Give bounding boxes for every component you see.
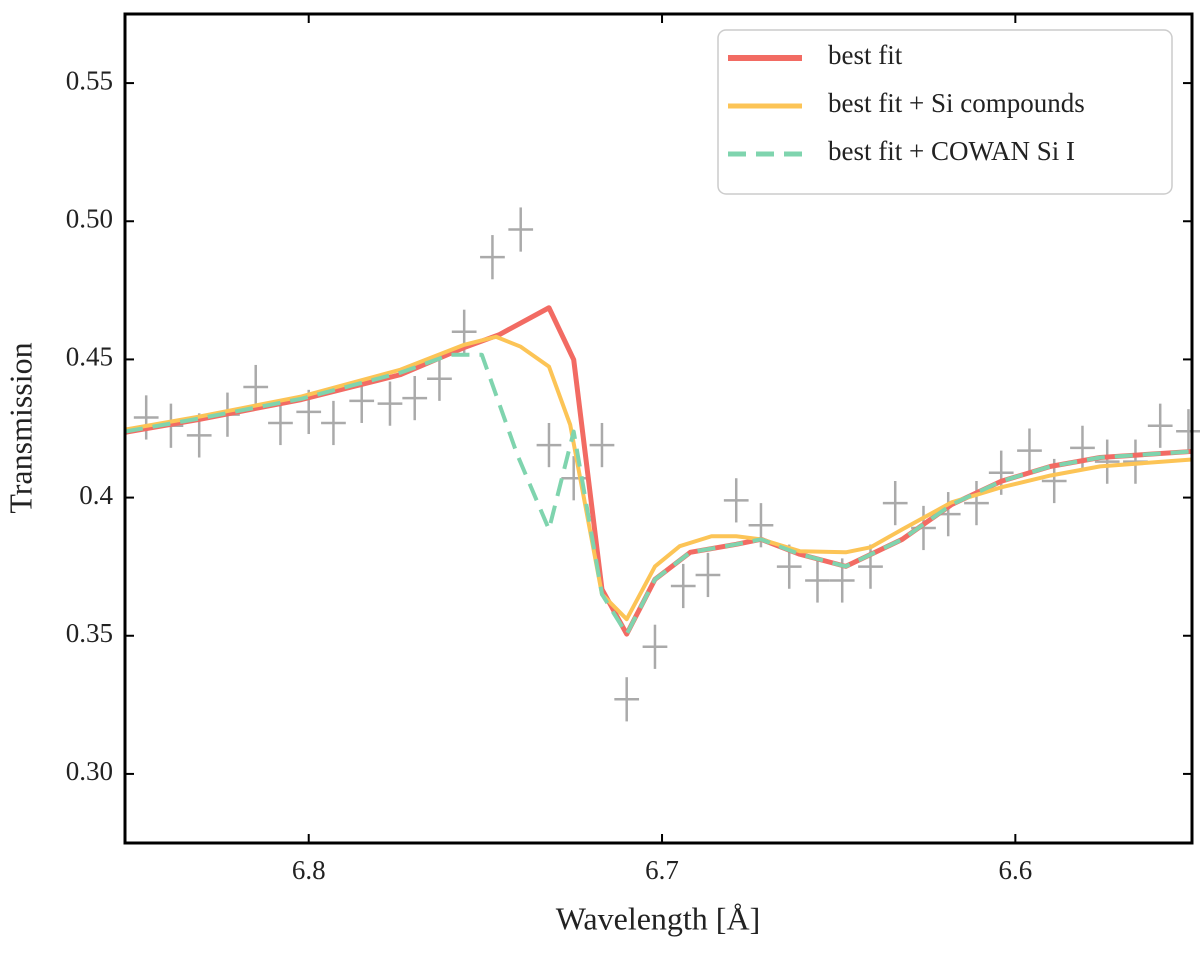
legend-label: best fit xyxy=(828,40,903,70)
x-tick-label: 6.8 xyxy=(292,855,326,885)
x-tick-label: 6.6 xyxy=(998,855,1032,885)
y-tick-label: 0.30 xyxy=(66,756,113,786)
legend-box xyxy=(717,29,1173,195)
legend-label: best fit + COWAN Si I xyxy=(828,136,1075,166)
x-axis-label: Wavelength [Å] xyxy=(556,900,760,936)
legend-label: best fit + Si compounds xyxy=(828,88,1085,118)
plot-frame xyxy=(123,12,1194,845)
y-tick-label: 0.35 xyxy=(66,618,113,648)
model-line xyxy=(124,352,1193,637)
model-line xyxy=(124,334,1193,622)
x-tick-label: 6.7 xyxy=(645,855,679,885)
y-tick-label: 0.50 xyxy=(66,203,113,233)
y-axis-label: Transmission xyxy=(2,342,38,513)
model-line xyxy=(124,305,1193,637)
y-tick-label: 0.45 xyxy=(66,342,113,372)
y-tick-label: 0.55 xyxy=(66,65,113,95)
y-tick-label: 0.4 xyxy=(79,480,113,510)
